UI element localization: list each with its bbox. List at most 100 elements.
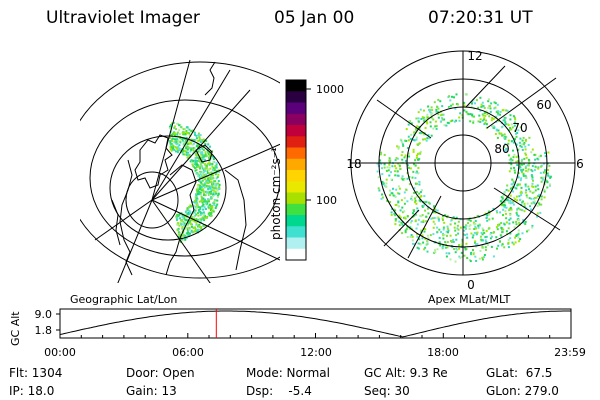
polar-emission-pixel [493, 101, 496, 104]
polar-emission-pixel [481, 113, 484, 116]
polar-emission-pixel [499, 234, 502, 237]
geo-emission-pixel [183, 213, 186, 216]
polar-emission-pixel [398, 164, 401, 167]
geo-emission-pixel [207, 185, 210, 188]
geo-emission-pixel [210, 192, 213, 195]
geo-emission-pixel [190, 140, 193, 143]
polar-emission-pixel [385, 178, 388, 181]
polar-emission-pixel [524, 148, 527, 151]
polar-emission-pixel [422, 133, 425, 136]
polar-emission-pixel [438, 219, 440, 222]
polar-emission-pixel [479, 249, 482, 252]
polar-emission-pixel [488, 218, 491, 221]
geo-emission-pixel [216, 203, 219, 206]
polar-emission-pixel [388, 159, 391, 162]
geo-emission-pixel [180, 126, 183, 129]
polar-emission-pixel [424, 127, 427, 129]
geo-emission-pixel [200, 195, 203, 198]
geo-emission-pixel [205, 173, 208, 176]
polar-emission-pixel [509, 202, 512, 205]
polar-emission-pixel [474, 102, 476, 105]
geo-emission-pixel [197, 184, 200, 186]
geo-emission-pixel [175, 143, 178, 146]
polar-emission-pixel [507, 238, 510, 241]
polar-emission-pixel [424, 138, 427, 141]
info-mode: Mode: Normal [246, 366, 330, 380]
polar-emission-pixel [481, 258, 484, 261]
polar-emission-pixel [445, 252, 448, 255]
geo-emission-pixel [193, 139, 196, 141]
polar-emission-pixel [505, 206, 508, 209]
polar-emission-pixel [538, 193, 541, 196]
polar-emission-pixel [507, 139, 510, 142]
polar-emission-pixel [508, 209, 511, 212]
geo-emission-pixel [177, 233, 180, 236]
polar-emission-pixel [404, 154, 407, 157]
polar-emission-pixel [511, 126, 514, 129]
polar-emission-pixel [459, 226, 462, 229]
polar-emission-pixel [464, 93, 467, 96]
geo-emission-pixel [169, 124, 172, 126]
polar-emission-pixel [474, 222, 477, 225]
polar-emission-pixel [487, 100, 490, 103]
geo-emission-pixel [182, 228, 184, 231]
geo-emission-pixel [174, 138, 176, 141]
polar-emission-pixel [457, 228, 460, 231]
info-door: Door: Open [126, 366, 195, 380]
polar-emission-pixel [530, 169, 533, 171]
geo-emission-pixel [178, 144, 181, 147]
polar-emission-pixel [472, 251, 475, 254]
polar-emission-pixel [501, 134, 504, 137]
polar-emission-pixel [531, 191, 534, 194]
geo-emission-pixel [195, 152, 197, 155]
geo-emission-pixel [200, 153, 203, 155]
geo-emission-pixel [201, 171, 204, 174]
polar-emission-pixel [520, 186, 523, 189]
colorbar-step [286, 113, 306, 126]
polar-emission-pixel [531, 182, 534, 185]
polar-emission-pixel [417, 120, 420, 123]
polar-emission-pixel [415, 136, 418, 139]
polar-emission-pixel [546, 172, 549, 175]
polar-emission-pixel [487, 106, 490, 109]
mlat-label-70: 70 [512, 121, 527, 135]
polar-emission-pixel [429, 234, 432, 237]
geo-emission-pixel [211, 189, 214, 192]
geo-emission-pixel [201, 140, 204, 143]
polar-emission-pixel [440, 120, 442, 123]
geo-emission-pixel [188, 226, 191, 229]
polar-emission-pixel [536, 204, 539, 207]
polar-emission-pixel [433, 223, 436, 225]
polar-emission-pixel [525, 189, 528, 192]
polar-emission-pixel [518, 195, 521, 198]
geo-emission-pixel [202, 211, 205, 214]
geo-emission-pixel [208, 169, 210, 172]
geo-emission-pixel [185, 147, 188, 150]
polar-emission-pixel [480, 105, 483, 108]
geo-emission-pixel [211, 184, 214, 187]
polar-emission-pixel [526, 164, 529, 167]
polar-emission-pixel [537, 202, 540, 205]
geo-emission-pixel [190, 218, 193, 221]
geo-emission-pixel [168, 127, 171, 130]
geo-emission-pixel [194, 133, 196, 136]
polar-emission-pixel [477, 226, 480, 229]
polar-emission-pixel [410, 234, 413, 236]
geo-emission-pixel [207, 143, 210, 146]
polar-emission-pixel [487, 98, 490, 101]
polar-emission-pixel [430, 116, 433, 119]
polar-emission-pixel [414, 159, 417, 162]
polar-emission-pixel [457, 232, 460, 235]
polar-emission-pixel [460, 251, 463, 254]
geo-emission-pixel [186, 227, 189, 230]
geo-emission-pixel [198, 171, 201, 174]
polar-emission-pixel [468, 216, 471, 219]
polar-emission-pixel [509, 114, 512, 117]
geo-emission-pixel [171, 144, 174, 147]
polar-emission-pixel [381, 193, 384, 196]
polar-emission-pixel [441, 105, 444, 108]
polar-emission-pixel [377, 187, 380, 190]
polar-emission-pixel [540, 203, 543, 206]
geo-emission-pixel [176, 217, 179, 220]
geo-emission-pixel [193, 130, 196, 133]
